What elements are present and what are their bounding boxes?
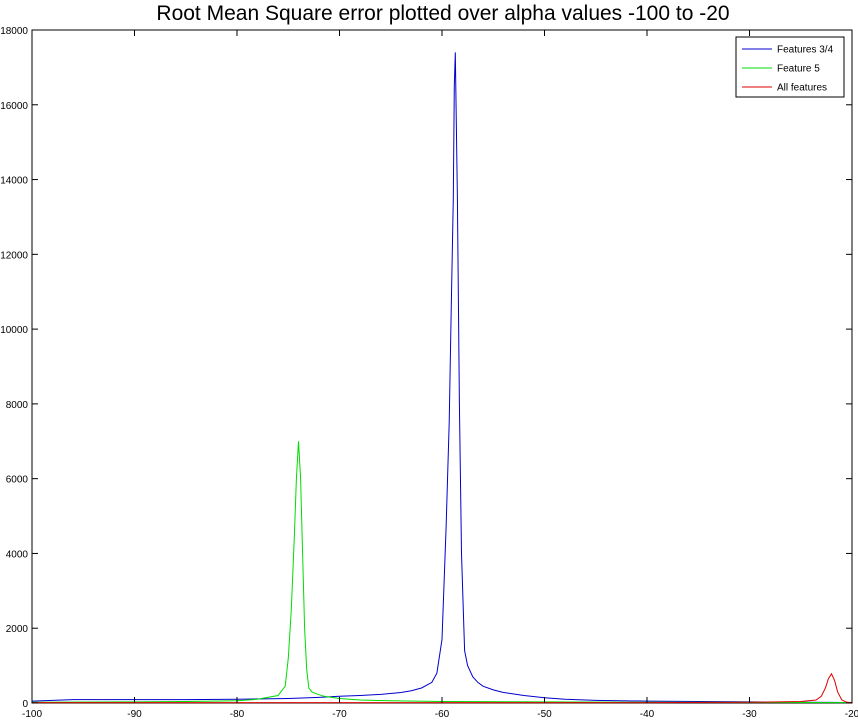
x-tick-label: -60 [435,709,450,720]
y-tick-label: 0 [22,699,28,710]
x-tick-label: -80 [230,709,245,720]
y-tick-label: 6000 [6,475,29,486]
legend: Features 3/4 Feature 5 All features [735,36,845,98]
series-line-0 [31,52,853,704]
plot-area [31,29,853,704]
series-layer [31,52,853,704]
y-tick-label: 16000 [0,101,28,112]
x-tick-label: -30 [742,709,757,720]
y-tick-label: 18000 [0,26,28,37]
y-tick-label: 2000 [6,624,29,635]
legend-label-2: All features [777,83,827,94]
x-tick-label: -100 [22,709,42,720]
x-tick-label: -50 [537,709,552,720]
legend-label-0: Features 3/4 [777,45,834,56]
y-tick-label: 12000 [0,250,28,261]
chart-title: Root Mean Square error plotted over alph… [156,2,729,25]
x-tick-label: -70 [332,709,347,720]
legend-label-1: Feature 5 [777,64,820,75]
x-tick-label: -20 [845,709,858,720]
y-tick-label: 14000 [0,176,28,187]
x-tick-label: -90 [127,709,142,720]
y-tick-label: 4000 [6,549,29,560]
y-tick-label: 8000 [6,400,29,411]
series-line-1 [31,441,853,704]
y-tick-label: 10000 [0,325,28,336]
x-tick-label: -40 [640,709,655,720]
axis-ticks: -100 -90 -80 -70 -60 -50 -40 -30 -20 0 2000 4000 600… [0,26,858,720]
